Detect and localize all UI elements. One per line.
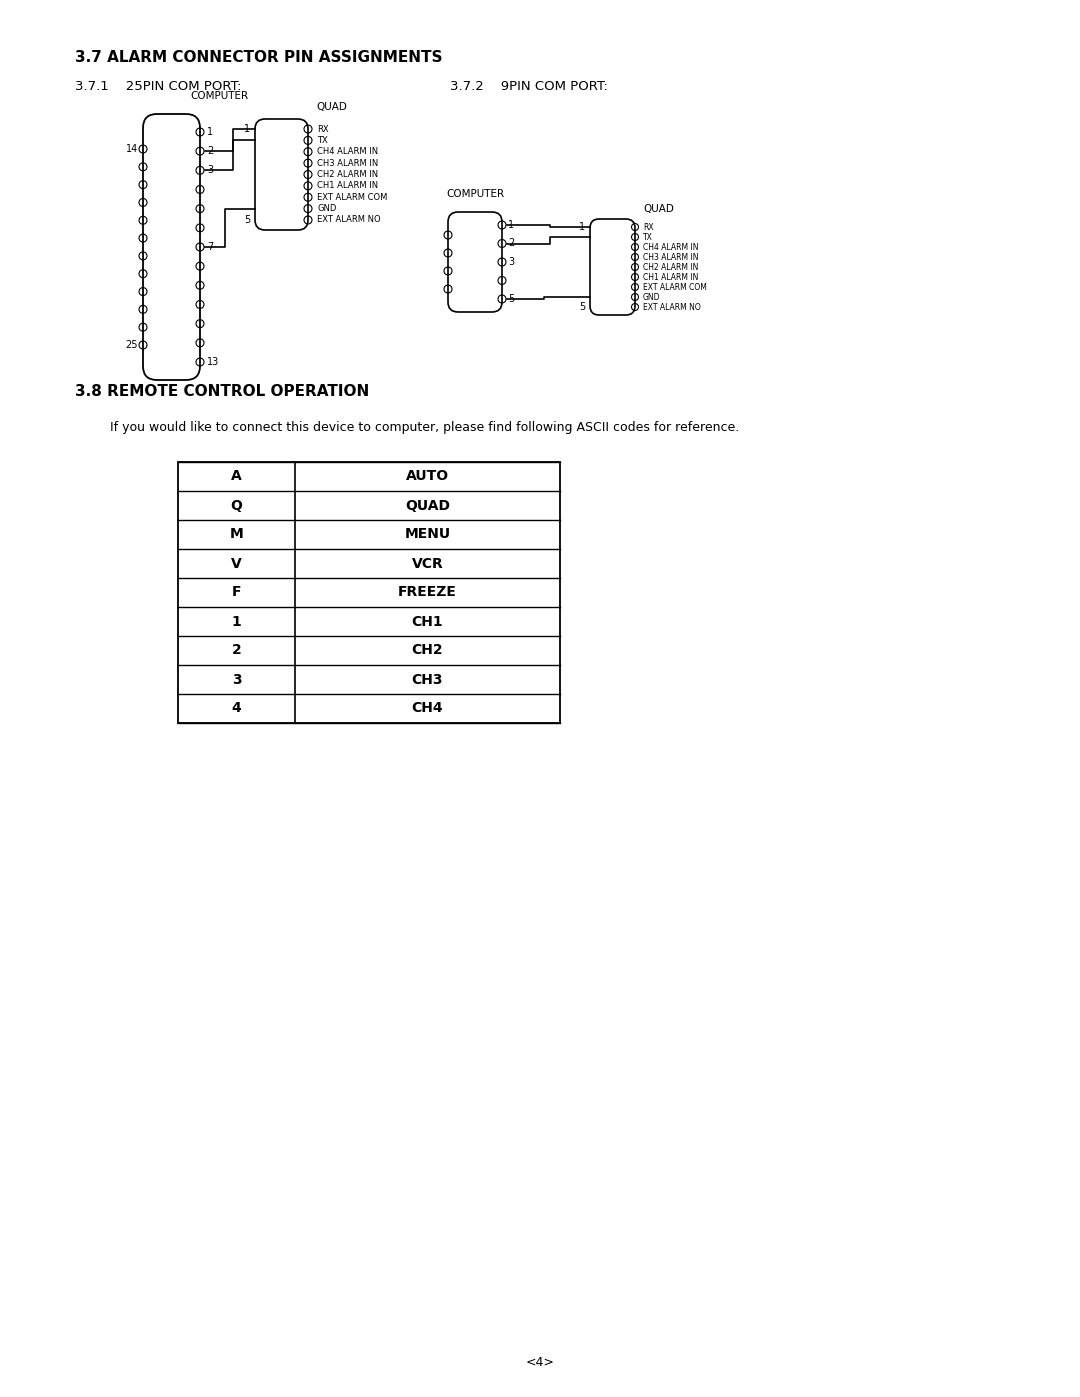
Text: 3: 3 — [207, 165, 213, 176]
Text: CH1 ALARM IN: CH1 ALARM IN — [643, 272, 699, 282]
Text: COMPUTER: COMPUTER — [190, 91, 248, 101]
Text: 13: 13 — [207, 358, 219, 367]
Text: CH1 ALARM IN: CH1 ALARM IN — [318, 182, 378, 190]
Text: F: F — [232, 585, 241, 599]
Text: CH1: CH1 — [411, 615, 443, 629]
Text: 3: 3 — [508, 257, 514, 267]
Text: <4>: <4> — [526, 1355, 554, 1369]
Text: 25: 25 — [125, 339, 138, 351]
Text: 1: 1 — [231, 615, 241, 629]
Text: FREEZE: FREEZE — [399, 585, 457, 599]
Text: If you would like to connect this device to computer, please find following ASCI: If you would like to connect this device… — [110, 420, 739, 433]
Text: 14: 14 — [125, 144, 138, 154]
Text: CH4 ALARM IN: CH4 ALARM IN — [318, 147, 378, 156]
Text: 2: 2 — [207, 147, 213, 156]
Text: 2: 2 — [508, 239, 514, 249]
Text: 5: 5 — [579, 302, 585, 312]
Text: TX: TX — [318, 136, 327, 145]
Text: GND: GND — [318, 204, 336, 214]
Text: CH3 ALARM IN: CH3 ALARM IN — [318, 159, 378, 168]
Text: RX: RX — [643, 222, 653, 232]
Text: CH4: CH4 — [411, 701, 443, 715]
Text: M: M — [230, 528, 243, 542]
Text: CH3: CH3 — [411, 672, 443, 686]
Text: CH4 ALARM IN: CH4 ALARM IN — [643, 243, 699, 251]
Text: 1: 1 — [207, 127, 213, 137]
Text: QUAD: QUAD — [405, 499, 450, 513]
Text: 3.7 ALARM CONNECTOR PIN ASSIGNMENTS: 3.7 ALARM CONNECTOR PIN ASSIGNMENTS — [75, 49, 443, 64]
Text: EXT ALARM COM: EXT ALARM COM — [318, 193, 388, 201]
Text: 3.7.1    25PIN COM PORT:: 3.7.1 25PIN COM PORT: — [75, 81, 242, 94]
Text: COMPUTER: COMPUTER — [446, 189, 504, 198]
Text: 2: 2 — [231, 644, 241, 658]
Text: 1: 1 — [579, 222, 585, 232]
Text: CH3 ALARM IN: CH3 ALARM IN — [643, 253, 699, 261]
Text: GND: GND — [643, 292, 661, 302]
Text: VCR: VCR — [411, 556, 444, 570]
Text: TX: TX — [643, 232, 653, 242]
Text: EXT ALARM NO: EXT ALARM NO — [318, 215, 380, 225]
Text: 3.7.2    9PIN COM PORT:: 3.7.2 9PIN COM PORT: — [450, 81, 608, 94]
Text: 5: 5 — [244, 215, 249, 225]
Text: QUAD: QUAD — [316, 102, 347, 112]
Text: AUTO: AUTO — [406, 469, 449, 483]
Text: CH2: CH2 — [411, 644, 443, 658]
Text: 1: 1 — [508, 219, 514, 231]
Text: CH2 ALARM IN: CH2 ALARM IN — [318, 170, 378, 179]
Text: Q: Q — [230, 499, 242, 513]
Bar — [178, 462, 561, 724]
Text: 5: 5 — [508, 293, 514, 305]
Text: RX: RX — [318, 124, 328, 134]
Text: EXT ALARM COM: EXT ALARM COM — [643, 282, 707, 292]
Text: 7: 7 — [207, 242, 213, 251]
Text: CH2 ALARM IN: CH2 ALARM IN — [643, 263, 699, 271]
Text: MENU: MENU — [404, 528, 450, 542]
Text: 3: 3 — [232, 672, 241, 686]
Text: 1: 1 — [244, 124, 249, 134]
Text: 4: 4 — [231, 701, 241, 715]
Text: QUAD: QUAD — [643, 204, 674, 214]
Text: V: V — [231, 556, 242, 570]
Text: A: A — [231, 469, 242, 483]
Text: EXT ALARM NO: EXT ALARM NO — [643, 303, 701, 312]
Text: 3.8 REMOTE CONTROL OPERATION: 3.8 REMOTE CONTROL OPERATION — [75, 384, 369, 400]
